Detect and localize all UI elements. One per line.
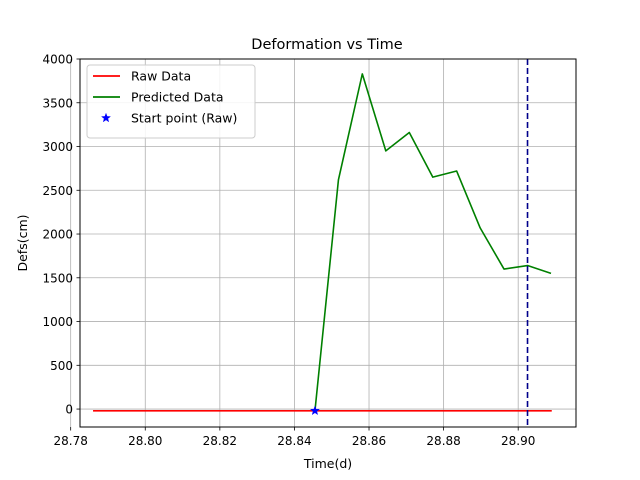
x-tick-label: 28.80 [128,434,162,448]
y-tick-label: 4000 [42,53,73,67]
x-tick-label: 28.90 [501,434,535,448]
y-tick-label: 500 [50,359,73,373]
legend-box [86,64,256,139]
y-tick-label: 2000 [42,228,73,242]
x-tick-label: 28.78 [53,434,87,448]
y-tick-label: 3000 [42,140,73,154]
y-tick-label: 3500 [42,96,73,110]
predicted-data-line [314,73,552,411]
legend-entry-label: Predicted Data [131,90,224,105]
y-tick-label: 1500 [42,271,73,285]
y-tick-label: 0 [65,403,73,417]
start-point-marker [309,405,321,416]
axes-frame [79,58,577,428]
axis-ticks: 28.78 28.80 28.82 28.84 28.86 28.88 28.90 0 500 1… [42,53,535,449]
y-tick-label: 2500 [42,184,73,198]
x-tick-label: 28.86 [352,434,386,448]
legend-entry-label: Raw Data [131,69,191,84]
chart-title: Deformation vs Time [251,37,402,53]
y-axis-label: Defs(cm) [15,214,30,271]
legend: Raw Data Predicted Data Start point (Raw) [86,64,256,139]
x-tick-label: 28.88 [426,434,460,448]
y-tick-label: 1000 [42,315,73,329]
x-tick-label: 28.82 [203,434,237,448]
legend-entry-label: Start point (Raw) [131,111,237,126]
x-tick-label: 28.84 [277,434,311,448]
plot-area [93,59,552,427]
x-axis-label: Time(d) [303,456,352,471]
legend-star-icon [100,112,112,123]
